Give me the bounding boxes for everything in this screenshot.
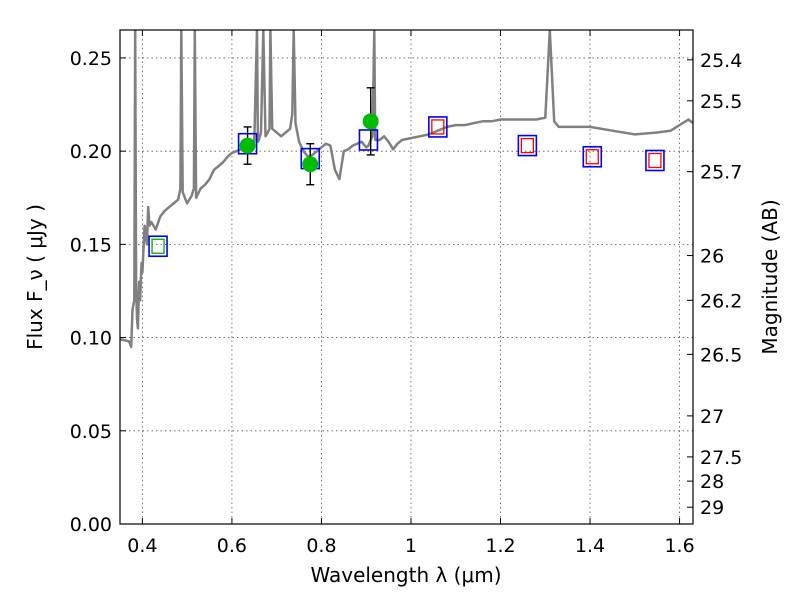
observed-photometry-point [520,137,535,154]
right-tick-label: 29 [700,497,724,519]
observed-photometry-point [431,119,445,135]
y-tick-label: 0.25 [70,48,112,70]
model-photometry-point [148,235,168,258]
model-photometry-point [645,149,665,172]
ticks: 0.4 0.6 0.8 1 1.2 1.4 1.6 0.00 0.05 0.10 0.15 0.20 0… [70,30,742,557]
observed-photometry-point [648,152,662,169]
right-tick-label: 27.5 [700,447,742,469]
observed-point [239,137,256,154]
y-tick-label: 0.10 [70,328,112,350]
right-tick-label: 25.4 [700,50,742,72]
right-tick-label: 26.5 [700,344,742,366]
right-tick-label: 27 [700,406,724,428]
observed-point [362,113,379,130]
right-axis-label: Magnitude (AB) [758,199,782,354]
y-tick-label: 0.20 [70,141,112,163]
observed-photometry-point [151,238,165,254]
right-tick-label: 26 [700,246,724,268]
x-tick-label: 0.8 [306,535,336,557]
right-tick-label: 25.5 [700,91,742,113]
y-tick-label: 0.05 [70,421,112,443]
grid [120,30,693,525]
model-photometry-point [517,134,538,157]
x-tick-label: 0.6 [217,535,247,557]
plot-frame [119,29,694,525]
right-tick-label: 26.2 [700,290,742,312]
right-tick-label: 25.7 [700,162,742,184]
x-tick-label: 1.6 [664,535,694,557]
spectrum-line [120,30,693,349]
y-tick-label: 0.00 [70,514,112,536]
x-tick-label: 0.4 [127,535,157,557]
model-photometry-point [582,145,603,168]
plot-area [120,30,693,349]
x-tick-label: 1.4 [575,535,605,557]
right-tick-label: 28 [700,471,724,493]
model-photometry-point [428,116,448,138]
x-tick-label: 1.2 [485,535,515,557]
observed-photometry-point [585,149,599,165]
y-tick-label: 0.15 [70,234,112,256]
observed-point [302,156,319,173]
y-axis-label: Flux F_ν ( μJy ) [23,204,47,350]
model-photometry-point [358,129,379,151]
x-tick-label: 1 [405,535,417,557]
x-axis-label: Wavelength λ (μm) [310,563,501,587]
